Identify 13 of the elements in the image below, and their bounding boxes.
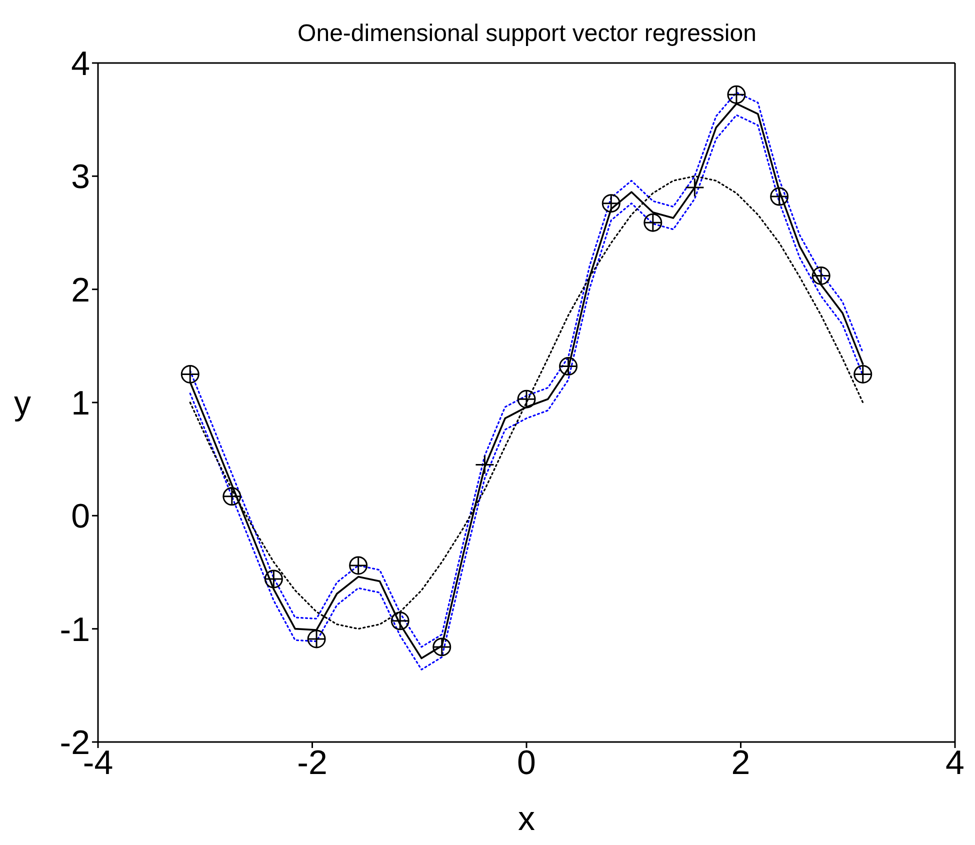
chart-title: One-dimensional support vector regression	[296, 20, 758, 48]
y-tick-label: 4	[71, 45, 90, 84]
x-tick-label: 2	[731, 744, 750, 782]
y-tick-label: -1	[60, 610, 90, 649]
y-tick-label: 3	[71, 158, 90, 196]
x-tick-label: -2	[297, 744, 328, 782]
y-tick-label: 1	[71, 384, 90, 423]
x-tick-label: 0	[517, 744, 536, 782]
y-tick-label: 2	[71, 271, 90, 310]
x-tick-label: 4	[946, 744, 964, 782]
y-axis-title: y	[14, 384, 31, 423]
y-tick-label: 0	[71, 498, 90, 536]
x-axis-title: x	[518, 800, 535, 838]
